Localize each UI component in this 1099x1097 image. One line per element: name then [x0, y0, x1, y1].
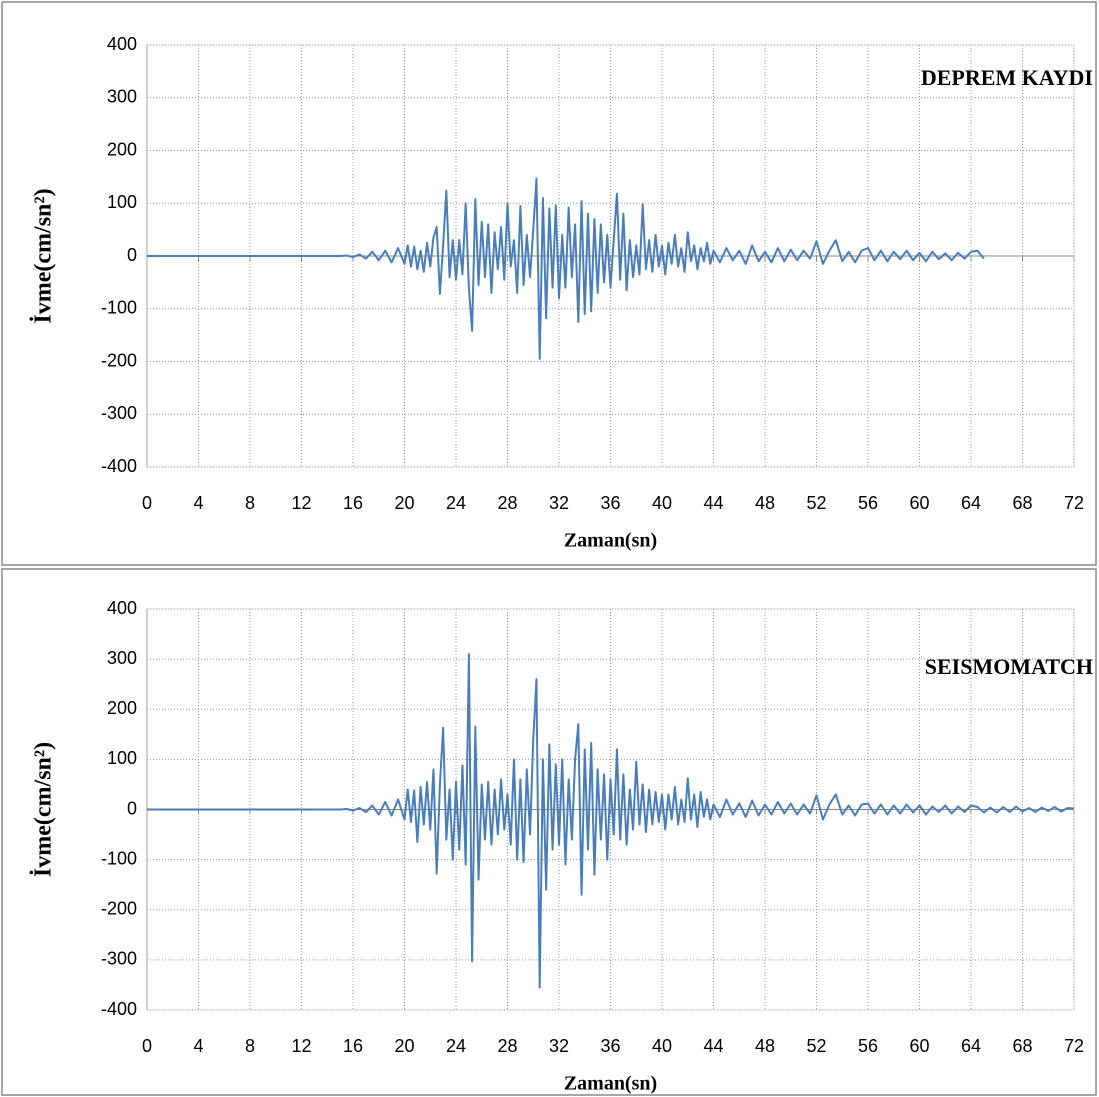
- x-tick-label: 24: [446, 493, 466, 513]
- x-tick-label: 20: [394, 1036, 414, 1056]
- data-line: [147, 177, 985, 360]
- x-tick-label: 20: [394, 493, 414, 513]
- y-tick-label: 200: [107, 139, 137, 159]
- panel-border: [1, 1, 1097, 566]
- x-tick-label: 56: [858, 1036, 878, 1056]
- x-tick-label: 16: [343, 493, 363, 513]
- y-tick-label: -100: [101, 298, 137, 318]
- x-tick-label: 64: [961, 1036, 981, 1056]
- y-axis-label: İvme(cm/sn²): [31, 742, 57, 877]
- x-tick-label: 64: [961, 493, 981, 513]
- x-tick-label: 36: [600, 493, 620, 513]
- y-tick-label: 200: [107, 698, 137, 718]
- y-tick-label: 400: [107, 34, 137, 54]
- x-tick-label: 44: [703, 493, 723, 513]
- x-tick-label: 28: [497, 493, 517, 513]
- x-tick-label: 8: [245, 493, 255, 513]
- x-tick-label: 40: [652, 493, 672, 513]
- x-tick-label: 72: [1064, 1036, 1084, 1056]
- y-tick-label: 100: [107, 748, 137, 768]
- chart-title: SEISMOMATCH: [925, 654, 1093, 679]
- x-tick-label: 4: [193, 1036, 203, 1056]
- y-tick-label: 400: [107, 598, 137, 618]
- x-tick-label: 48: [755, 493, 775, 513]
- y-axis-label: İvme(cm/sn²): [31, 188, 57, 323]
- x-tick-label: 72: [1064, 493, 1084, 513]
- y-tick-label: -200: [101, 899, 137, 919]
- x-tick-label: 36: [600, 1036, 620, 1056]
- x-tick-label: 44: [703, 1036, 723, 1056]
- chart-title: DEPREM KAYDI: [921, 65, 1093, 90]
- panel-border: [1, 568, 1097, 1096]
- x-tick-label: 0: [142, 493, 152, 513]
- x-tick-label: 56: [858, 493, 878, 513]
- x-tick-label: 40: [652, 1036, 672, 1056]
- x-tick-label: 68: [1012, 493, 1032, 513]
- x-tick-label: 60: [909, 493, 929, 513]
- x-axis-label: Zaman(sn): [564, 530, 657, 552]
- x-tick-label: 52: [806, 493, 826, 513]
- y-tick-label: 300: [107, 87, 137, 107]
- x-tick-label: 60: [909, 1036, 929, 1056]
- y-tick-label: -400: [101, 456, 137, 476]
- x-tick-label: 0: [142, 1036, 152, 1056]
- y-tick-label: -300: [101, 949, 137, 969]
- x-tick-label: 16: [343, 1036, 363, 1056]
- x-tick-label: 28: [497, 1036, 517, 1056]
- x-tick-label: 52: [806, 1036, 826, 1056]
- x-tick-label: 32: [549, 1036, 569, 1056]
- y-tick-label: -100: [101, 848, 137, 868]
- y-tick-label: -300: [101, 403, 137, 423]
- x-axis-label: Zaman(sn): [564, 1073, 657, 1095]
- y-tick-label: -400: [101, 999, 137, 1019]
- y-tick-label: 300: [107, 648, 137, 668]
- y-tick-label: -200: [101, 350, 137, 370]
- x-tick-label: 12: [291, 1036, 311, 1056]
- x-tick-label: 4: [193, 493, 203, 513]
- y-tick-label: 0: [127, 245, 137, 265]
- x-tick-label: 32: [549, 493, 569, 513]
- x-tick-label: 68: [1012, 1036, 1032, 1056]
- x-tick-label: 12: [291, 493, 311, 513]
- x-tick-label: 48: [755, 1036, 775, 1056]
- x-tick-label: 24: [446, 1036, 466, 1056]
- data-line: [147, 653, 1075, 989]
- y-tick-label: 0: [127, 798, 137, 818]
- x-tick-label: 8: [245, 1036, 255, 1056]
- y-tick-label: 100: [107, 192, 137, 212]
